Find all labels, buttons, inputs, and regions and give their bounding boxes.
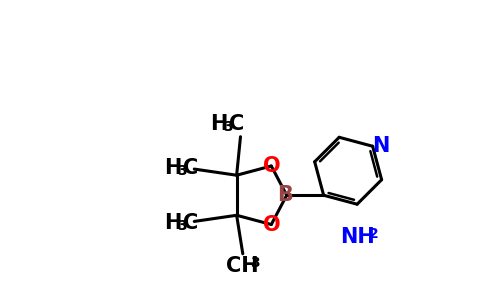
- Text: 3: 3: [177, 164, 187, 178]
- Text: 3: 3: [177, 219, 187, 233]
- Text: NH: NH: [340, 227, 375, 247]
- Text: O: O: [263, 156, 281, 176]
- Text: O: O: [263, 214, 281, 235]
- Text: H: H: [164, 158, 182, 178]
- Text: 2: 2: [369, 227, 379, 241]
- Text: H: H: [164, 213, 182, 233]
- Text: CH: CH: [227, 256, 259, 276]
- Text: N: N: [372, 136, 389, 156]
- Text: H: H: [210, 114, 227, 134]
- Text: C: C: [183, 158, 198, 178]
- Text: C: C: [229, 114, 244, 134]
- Text: 3: 3: [250, 256, 260, 270]
- Text: C: C: [183, 213, 198, 233]
- Text: B: B: [277, 185, 293, 205]
- Text: 3: 3: [223, 121, 233, 134]
